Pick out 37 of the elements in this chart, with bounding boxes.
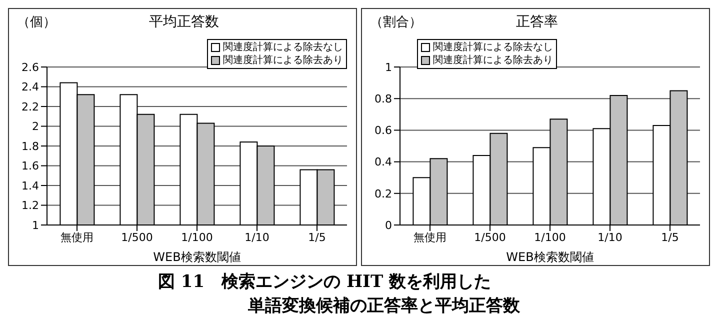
legend-label: 関連度計算による除去あり	[433, 54, 553, 67]
y-tick-label: 1	[32, 218, 39, 232]
y-tick-label: 2.4	[22, 80, 39, 94]
y-tick-label: 2.2	[22, 100, 39, 114]
x-tick-label: 1/500	[121, 230, 153, 244]
x-axis-title: WEB検索数閾値	[153, 250, 241, 264]
caption: 図 11 検索エンジンの HIT 数を利用した	[158, 271, 492, 294]
x-tick-label: 1/5	[308, 230, 326, 244]
legend-label: 関連度計算による除去あり	[223, 54, 343, 67]
chart-title: 正答率	[516, 14, 558, 30]
x-tick-label: 1/500	[474, 230, 506, 244]
x-tick-label: 1/100	[181, 230, 213, 244]
y-tick-label: 0.8	[374, 92, 392, 106]
y-tick-label: 0	[385, 218, 392, 232]
x-tick-label: 1/5	[661, 230, 679, 244]
y-tick-label: 1.4	[22, 179, 39, 192]
x-tick-label: 無使用	[414, 230, 446, 244]
y-tick-label: 1.6	[22, 160, 39, 173]
y-tick-label: 1.8	[22, 140, 39, 153]
x-tick-label: 無使用	[60, 230, 94, 244]
y-axis-title: （個）	[17, 14, 56, 31]
y-tick-label: 2	[32, 120, 39, 134]
x-tick-label: 1/10	[244, 230, 270, 244]
y-tick-label: 2.6	[22, 60, 39, 74]
x-tick-label: 1/100	[534, 230, 566, 244]
legend-label: 関連度計算による除去なし	[433, 41, 553, 54]
y-tick-label: 0.4	[374, 156, 392, 169]
y-tick-label: 1.2	[22, 199, 39, 212]
y-tick-label: 0.6	[374, 124, 392, 138]
chart-title: 平均正答数	[149, 14, 219, 30]
y-axis-title: （割合）	[370, 14, 422, 31]
text: 単語変換候補の正答率と平均正答数	[247, 295, 521, 318]
x-axis-title: WEB検索数閾値	[506, 250, 594, 264]
y-tick-label: 0.2	[374, 187, 392, 200]
y-tick-label: 1	[385, 60, 392, 74]
x-tick-label: 1/10	[598, 230, 622, 244]
legend-label: 関連度計算による除去なし	[223, 41, 343, 54]
